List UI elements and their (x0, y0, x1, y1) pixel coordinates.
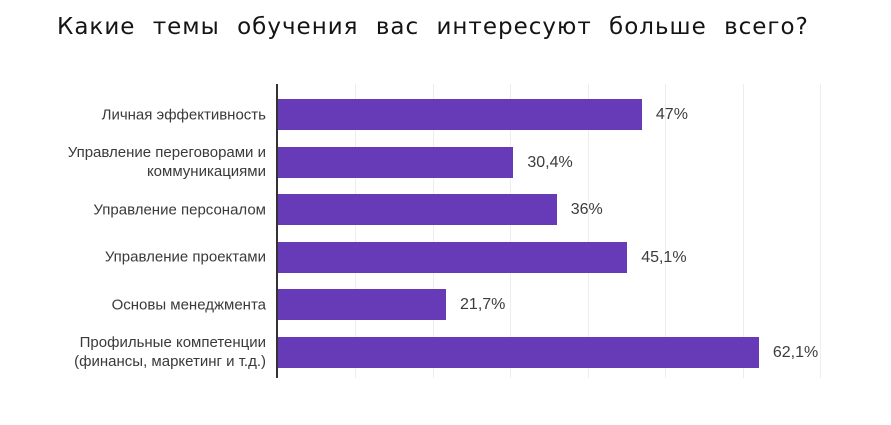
category-label: Управление переговорами и коммуникациями (67, 144, 266, 180)
category-label: Профильные компетенции (финансы, маркети… (74, 334, 266, 370)
gridline (510, 84, 512, 378)
value-label: 30,4% (527, 153, 573, 171)
gridline (820, 84, 821, 378)
gridline (432, 84, 434, 378)
bar (278, 289, 447, 320)
category-label: Основы менеджмента (111, 296, 266, 313)
bar (278, 241, 628, 273)
category-label: Управление проектами (104, 248, 266, 266)
bar (278, 99, 642, 130)
value-label: 21,7% (460, 296, 506, 313)
bar (278, 336, 759, 368)
gridline (587, 84, 589, 378)
gridline (355, 84, 357, 378)
bar (278, 194, 557, 225)
value-label: 45,1% (641, 248, 687, 266)
gridline (665, 84, 667, 378)
y-axis-line (276, 84, 278, 378)
category-label: Управление персоналом (93, 201, 266, 218)
value-label: 47% (655, 106, 688, 123)
category-label: Личная эффективность (101, 106, 266, 123)
chart-title: Какие темы обучения вас интересуют больш… (57, 14, 809, 40)
gridline (742, 84, 744, 378)
bar (278, 146, 514, 178)
value-label: 62,1% (772, 343, 819, 361)
plot-area: 47% 30,4% 36% 45,1% 21,7% 62,1% (276, 84, 821, 378)
value-label: 36% (570, 201, 603, 218)
category-axis-labels: Личная эффективность Управление переговор… (0, 84, 272, 378)
